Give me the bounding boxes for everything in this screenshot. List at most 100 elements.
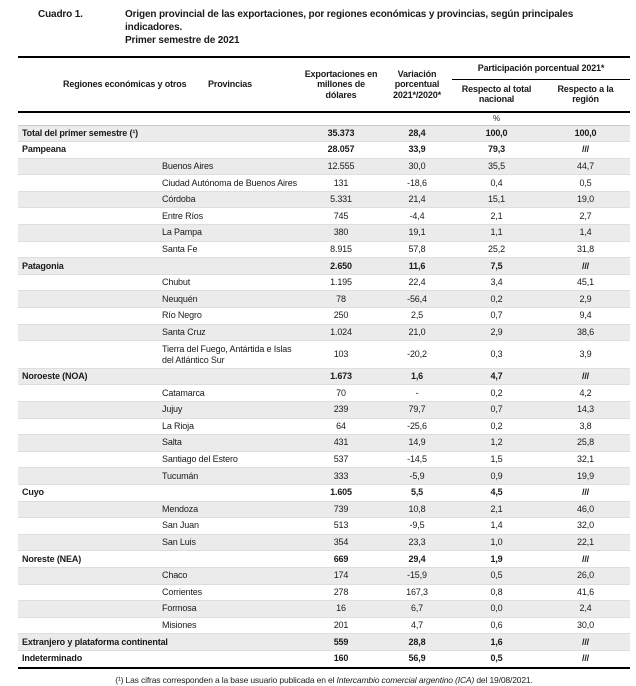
region-cell: Extranjero y plataforma continental — [18, 633, 300, 651]
column-header-variation: Variación porcentual 2021*/2020* — [382, 57, 452, 113]
variation-cell: 23,3 — [382, 534, 452, 552]
province-row: Mendoza 739 10,8 2,1 46,0 — [18, 501, 630, 519]
province-row: Córdoba 5.331 21,4 15,1 19,0 — [18, 191, 630, 209]
exports-cell: 1.673 — [300, 368, 382, 386]
region-share-cell: 41,6 — [541, 584, 630, 602]
region-share-cell: 100,0 — [541, 125, 630, 143]
province-cell: Catamarca — [160, 384, 300, 402]
variation-cell: -5,9 — [382, 467, 452, 485]
footnote: (¹) Las cifras corresponden a la base us… — [18, 675, 630, 686]
variation-cell: -20,2 — [382, 340, 452, 369]
region-share-cell: /// — [541, 550, 630, 568]
province-cell: Formosa — [160, 600, 300, 618]
region-cell — [18, 340, 160, 369]
region-row: Noroeste (NOA) 1.673 1,6 4,7/// — [18, 368, 630, 386]
region-cell — [18, 384, 160, 402]
province-row: Jujuy 239 79,7 0,7 14,3 — [18, 401, 630, 419]
province-cell: Entre Ríos — [160, 207, 300, 226]
exports-cell: 70 — [300, 384, 382, 402]
exports-cell: 12.555 — [300, 158, 382, 176]
region-share-cell: 45,1 — [541, 274, 630, 292]
exports-cell: 250 — [300, 307, 382, 325]
footnote-suffix: del 19/08/2021. — [474, 674, 533, 685]
region-share-cell: 3,8 — [541, 418, 630, 436]
province-row: La Pampa 380 19,1 1,1 1,4 — [18, 224, 630, 242]
variation-cell: 11,6 — [382, 257, 452, 275]
national-share-cell: 25,2 — [452, 241, 541, 259]
exports-cell: 513 — [300, 517, 382, 535]
region-cell — [18, 158, 160, 176]
exports-cell: 431 — [300, 434, 382, 452]
column-header-national-share: Respecto al total nacional — [452, 79, 541, 113]
region-share-cell: 32,1 — [541, 451, 630, 469]
province-cell: Mendoza — [160, 501, 300, 519]
province-cell: Santa Fe — [160, 241, 300, 259]
exports-cell: 278 — [300, 584, 382, 602]
variation-cell: 14,9 — [382, 434, 452, 452]
variation-cell: 28,8 — [382, 633, 452, 651]
province-row: Corrientes 278 167,3 0,8 41,6 — [18, 584, 630, 602]
national-share-cell: 0,2 — [452, 418, 541, 436]
province-cell: Santa Cruz — [160, 324, 300, 342]
province-row: Formosa 16 6,7 0,0 2,4 — [18, 600, 630, 618]
region-share-cell: 2,4 — [541, 600, 630, 618]
region-cell: Noroeste (NOA) — [18, 368, 300, 386]
province-cell: Tucumán — [160, 467, 300, 485]
region-cell — [18, 418, 160, 436]
province-cell: Jujuy — [160, 401, 300, 419]
exports-cell: 239 — [300, 401, 382, 419]
national-share-cell: 1,6 — [452, 633, 541, 651]
region-share-cell: 38,6 — [541, 324, 630, 342]
province-cell: Córdoba — [160, 191, 300, 209]
exports-cell: 1.195 — [300, 274, 382, 292]
national-share-cell: 0,8 — [452, 584, 541, 602]
variation-cell: 21,0 — [382, 324, 452, 342]
national-share-cell: 100,0 — [452, 125, 541, 143]
region-cell: Patagonia — [18, 257, 300, 275]
unit-label: % — [452, 111, 541, 126]
exports-cell: 5.331 — [300, 191, 382, 209]
variation-cell: -4,4 — [382, 207, 452, 226]
table-subtitle-line: Primer semestre de 2021 — [125, 35, 240, 46]
unit-row-spacer — [18, 111, 452, 126]
national-share-cell: 2,1 — [452, 501, 541, 519]
region-share-cell: 22,1 — [541, 534, 630, 552]
exports-cell: 28.057 — [300, 141, 382, 159]
region-share-cell: 4,2 — [541, 384, 630, 402]
province-cell: Ciudad Autónoma de Buenos Aires — [160, 174, 300, 192]
national-share-cell: 0,2 — [452, 290, 541, 309]
province-cell: Buenos Aires — [160, 158, 300, 176]
exports-cell: 669 — [300, 550, 382, 568]
variation-cell: 29,4 — [382, 550, 452, 568]
variation-cell: -14,5 — [382, 451, 452, 469]
exports-cell: 64 — [300, 418, 382, 436]
exports-cell: 103 — [300, 340, 382, 369]
region-cell — [18, 467, 160, 485]
region-share-cell: /// — [541, 650, 630, 669]
exports-cell: 1.024 — [300, 324, 382, 342]
region-share-cell: 31,8 — [541, 241, 630, 259]
province-row: Catamarca 70-0,2 4,2 — [18, 384, 630, 402]
region-share-cell: /// — [541, 484, 630, 502]
region-cell — [18, 534, 160, 552]
exports-cell: 78 — [300, 290, 382, 309]
region-cell — [18, 307, 160, 325]
column-header-regions: Regiones económicas y otros — [18, 57, 187, 113]
variation-cell: 4,7 — [382, 617, 452, 635]
exports-cell: 745 — [300, 207, 382, 226]
footnote-prefix: (¹) Las cifras corresponden a la base us… — [115, 674, 337, 685]
footnote-italic-source: Intercambio comercial argentino (ICA) — [336, 674, 475, 685]
region-cell — [18, 274, 160, 292]
region-share-cell: 2,7 — [541, 207, 630, 226]
province-row: Ciudad Autónoma de Buenos Aires 131 -18,6 0… — [18, 174, 630, 192]
region-share-cell: 19,9 — [541, 467, 630, 485]
region-row: Noreste (NEA) 669 29,4 1,9/// — [18, 550, 630, 568]
exports-cell: 333 — [300, 467, 382, 485]
province-row: Tucumán 333 -5,9 0,9 19,9 — [18, 467, 630, 485]
exports-cell: 201 — [300, 617, 382, 635]
province-cell: Chaco — [160, 567, 300, 585]
province-row: Misiones 201 4,7 0,6 30,0 — [18, 617, 630, 635]
region-cell — [18, 241, 160, 259]
region-cell — [18, 290, 160, 309]
national-share-cell: 0,5 — [452, 650, 541, 669]
